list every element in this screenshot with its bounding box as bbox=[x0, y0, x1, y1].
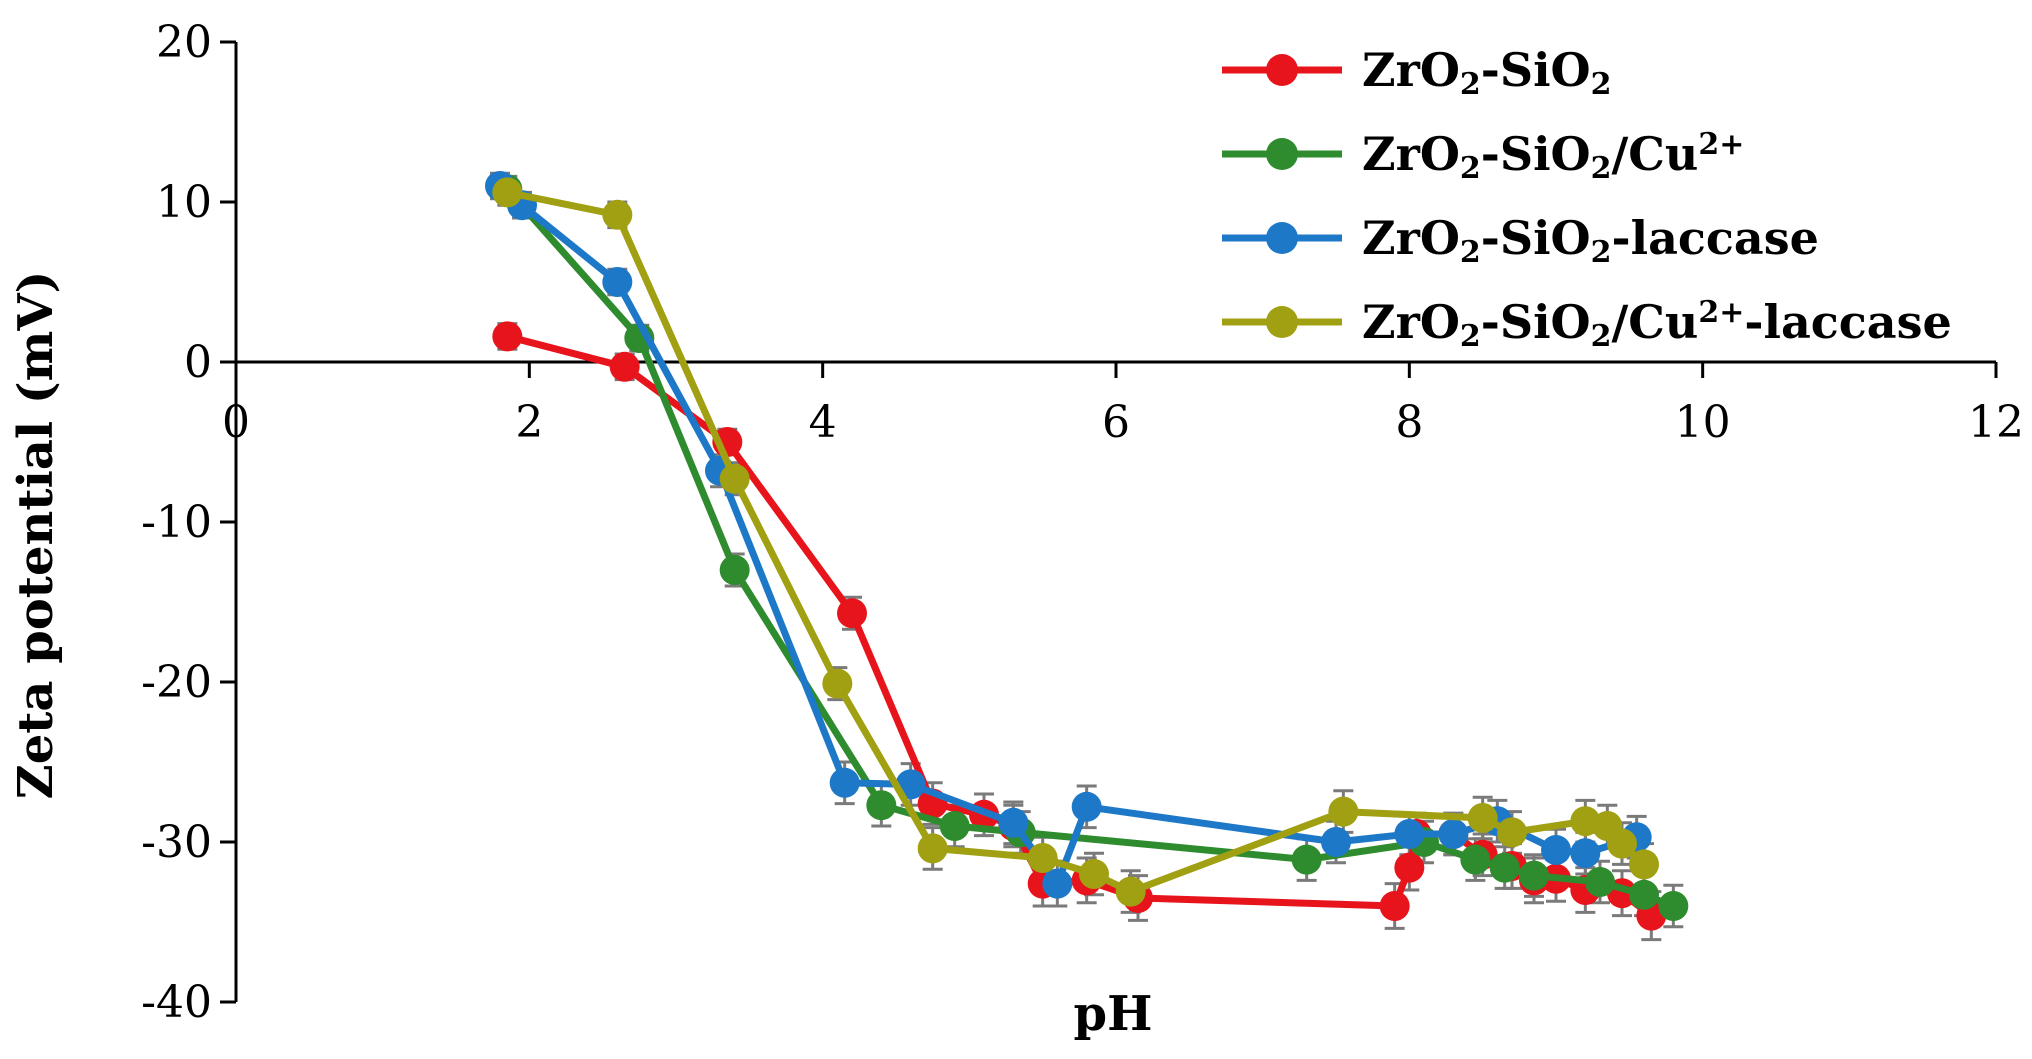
data-point bbox=[1042, 868, 1073, 899]
data-point bbox=[1321, 827, 1351, 857]
x-axis-title: pH bbox=[1074, 986, 1153, 1042]
data-point bbox=[939, 811, 970, 841]
series-line bbox=[506, 188, 1647, 896]
series-line bbox=[497, 183, 1638, 888]
legend: ZrO2-SiO2 ZrO2-SiO2/Cu2+ ZrO2-SiO2-laccase… bbox=[1222, 43, 1952, 354]
data-point bbox=[1291, 844, 1322, 875]
data-point bbox=[1115, 876, 1146, 907]
data-point bbox=[609, 351, 640, 382]
x-tick-label: 12 bbox=[1968, 397, 2024, 448]
x-tick-label: 0 bbox=[222, 397, 250, 448]
data-point bbox=[1658, 891, 1689, 921]
data-point bbox=[829, 767, 860, 798]
y-tick-label: 10 bbox=[156, 177, 212, 228]
data-point bbox=[1394, 852, 1425, 883]
y-tick-label: -40 bbox=[141, 977, 212, 1028]
data-point bbox=[1379, 891, 1410, 921]
data-point bbox=[866, 790, 897, 821]
series-2 bbox=[492, 174, 1689, 921]
data-point bbox=[1541, 835, 1571, 865]
data-point bbox=[719, 463, 750, 494]
legend-item-1: ZrO2-SiO2 bbox=[1222, 43, 1612, 102]
legend-marker bbox=[1266, 138, 1298, 170]
x-tick-label: 10 bbox=[1675, 397, 1731, 448]
y-tick-label: -30 bbox=[141, 817, 212, 868]
series-layer bbox=[485, 171, 1689, 931]
data-point bbox=[1607, 828, 1637, 859]
data-point bbox=[1519, 860, 1549, 891]
data-point bbox=[1079, 859, 1109, 889]
data-point bbox=[1027, 843, 1058, 873]
data-point bbox=[1497, 817, 1527, 848]
x-tick-label: 4 bbox=[809, 397, 837, 448]
data-point bbox=[492, 177, 523, 208]
data-point bbox=[492, 321, 523, 352]
legend-marker bbox=[1266, 222, 1298, 254]
data-point bbox=[1394, 819, 1425, 849]
y-axis-title: Zeta potential (mV) bbox=[8, 271, 64, 800]
legend-label: ZrO2-SiO2 bbox=[1362, 43, 1612, 102]
data-point bbox=[917, 833, 948, 864]
data-point bbox=[1328, 796, 1359, 827]
legend-item-2: ZrO2-SiO2/Cu2+ bbox=[1222, 127, 1744, 186]
x-tick-label: 2 bbox=[515, 397, 543, 448]
y-tick-label: -10 bbox=[141, 497, 212, 548]
legend-label: ZrO2-SiO2/Cu2+-laccase bbox=[1362, 295, 1952, 354]
legend-label: ZrO2-SiO2-laccase bbox=[1362, 211, 1819, 270]
data-point bbox=[1585, 867, 1615, 897]
data-point bbox=[1438, 819, 1469, 849]
data-point bbox=[1460, 844, 1491, 875]
data-point bbox=[1629, 879, 1659, 910]
legend-item-4: ZrO2-SiO2/Cu2+-laccase bbox=[1222, 295, 1952, 354]
data-point bbox=[1071, 791, 1102, 822]
data-point bbox=[1489, 852, 1520, 883]
legend-label: ZrO2-SiO2/Cu2+ bbox=[1362, 127, 1744, 186]
data-point bbox=[1467, 803, 1498, 833]
x-tick-label: 6 bbox=[1102, 397, 1130, 448]
x-tick-label: 8 bbox=[1395, 397, 1423, 448]
series-4 bbox=[492, 177, 1659, 907]
data-point bbox=[719, 555, 750, 585]
data-point bbox=[602, 267, 633, 297]
data-point bbox=[1629, 849, 1659, 880]
data-point bbox=[602, 199, 633, 230]
y-tick-label: 20 bbox=[156, 17, 212, 68]
y-tick-label: -20 bbox=[141, 657, 212, 708]
legend-marker bbox=[1266, 54, 1298, 86]
data-point bbox=[822, 668, 853, 699]
data-point bbox=[998, 807, 1029, 838]
y-tick-label: 0 bbox=[184, 337, 212, 388]
legend-item-3: ZrO2-SiO2-laccase bbox=[1222, 211, 1819, 270]
series-3 bbox=[485, 171, 1652, 899]
data-point bbox=[1570, 838, 1601, 869]
data-point bbox=[837, 598, 867, 629]
legend-marker bbox=[1266, 306, 1298, 338]
